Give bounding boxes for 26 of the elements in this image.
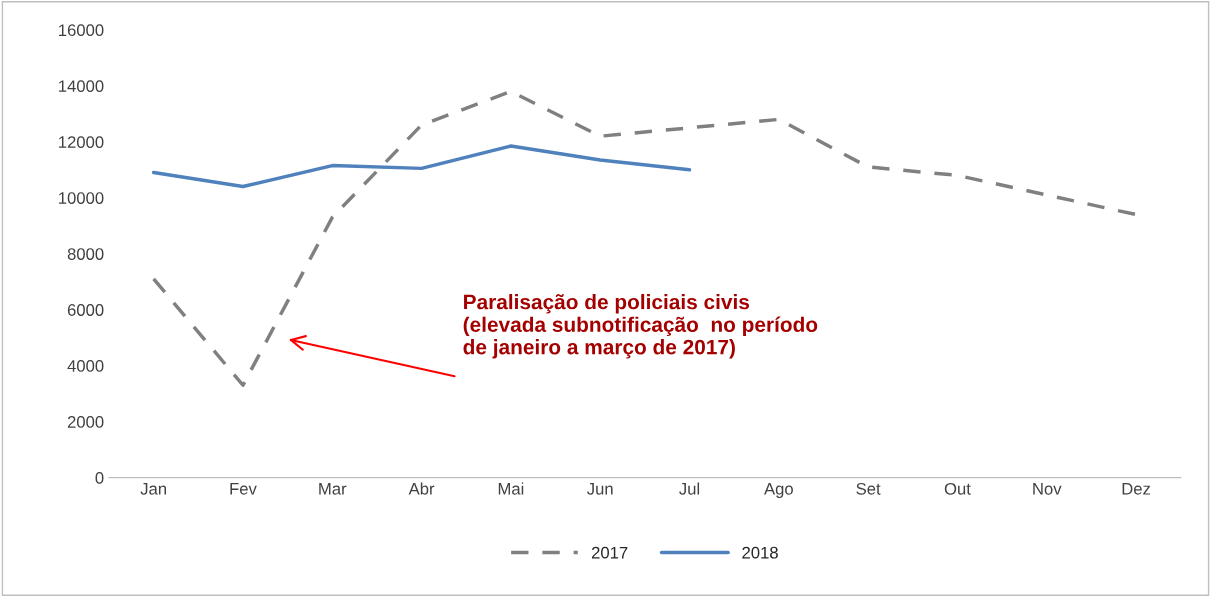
annotation: Paralisação de policiais civis (elevada subnotificação no período de janeiro a março de 2017) <box>463 294 818 359</box>
line-series <box>151 89 1138 387</box>
y-tick-label: 14000 <box>59 80 104 93</box>
x-tick-label: Ago <box>764 483 793 498</box>
legend-label: 2018 <box>742 546 778 559</box>
y-tick-label: 4000 <box>67 360 104 372</box>
x-tick-label: Jul <box>679 482 700 495</box>
legend-label: 2017 <box>591 546 628 559</box>
x-tick-label: Abr <box>408 482 435 495</box>
x-tick-label: Jan <box>140 483 166 495</box>
line-series <box>151 144 692 189</box>
y-tick-label: 12000 <box>59 136 104 148</box>
x-tick-label: Fev <box>230 483 257 495</box>
x-tick-label: Dez <box>1122 483 1151 495</box>
y-tick-label: 16000 <box>59 24 104 37</box>
y-tick-label: 8000 <box>67 248 104 260</box>
y-tick-label: 2000 <box>67 416 104 428</box>
x-tick-label: Set <box>856 482 881 495</box>
y-tick-label: 10000 <box>59 192 104 204</box>
x-tick-label: Nov <box>1033 483 1062 495</box>
y-tick-label: 0 <box>95 472 104 484</box>
x-tick-label: Out <box>944 482 971 495</box>
y-tick-label: 6000 <box>67 304 104 316</box>
x-tick-label: Mar <box>319 483 347 495</box>
x-tick-label: Jun <box>587 483 613 495</box>
x-tick-label: Mai <box>498 482 524 495</box>
